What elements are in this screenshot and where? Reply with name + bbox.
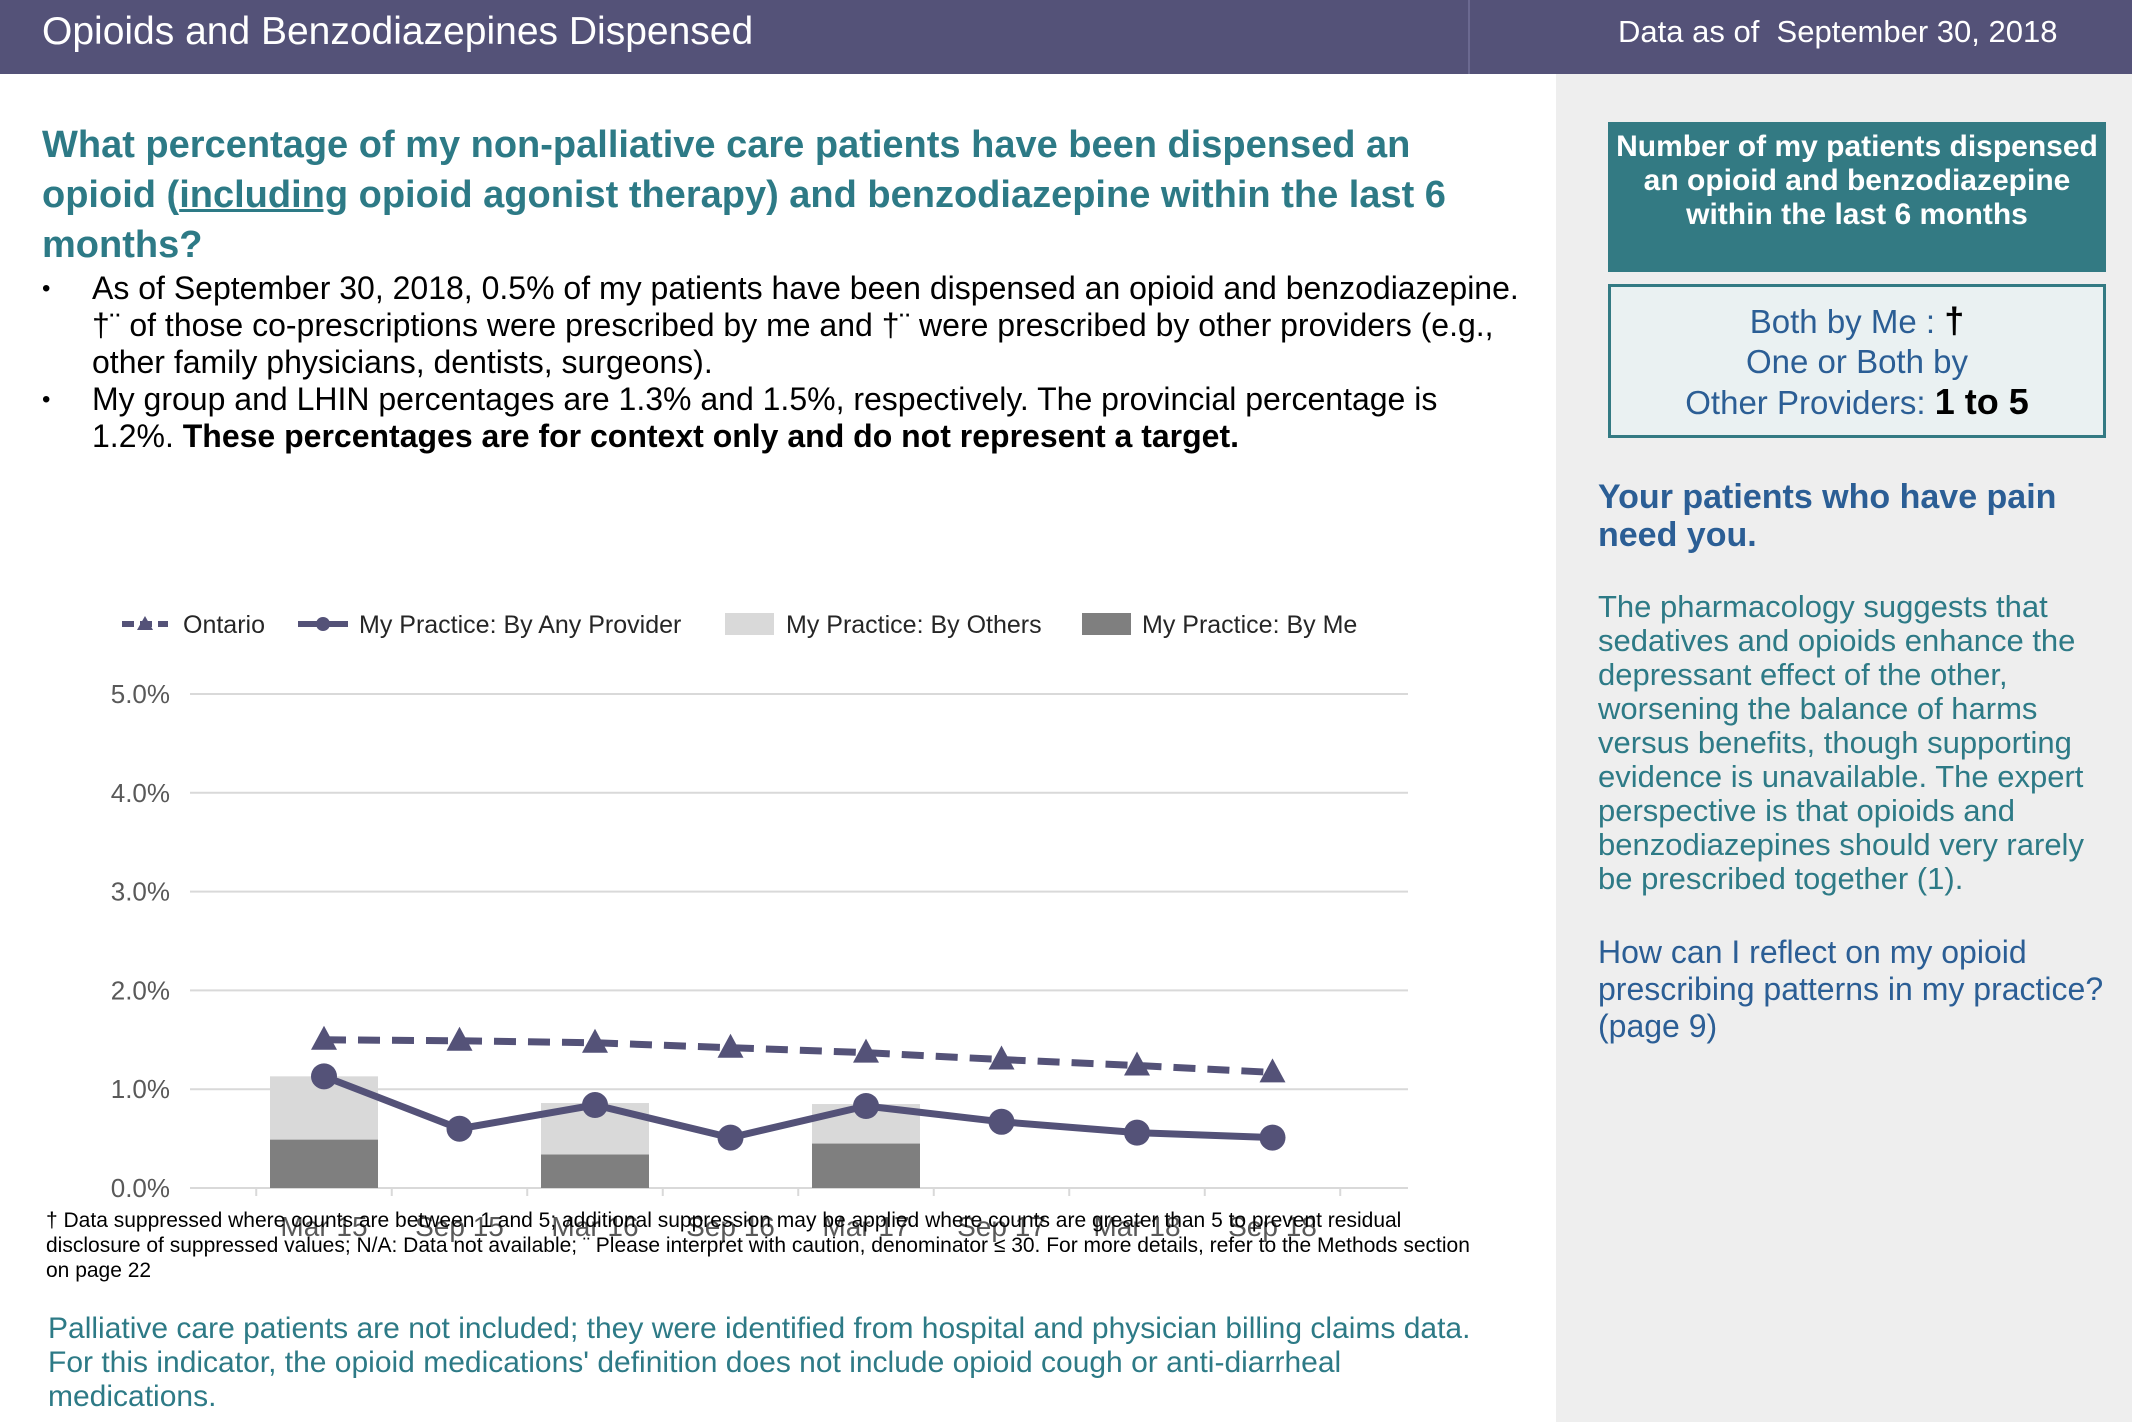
legend-by-others-label: My Practice: By Others bbox=[786, 611, 1042, 639]
legend-any-provider-label: My Practice: By Any Provider bbox=[359, 611, 681, 639]
y-tick-label: 5.0% bbox=[111, 679, 170, 709]
question-underlined-word: including bbox=[179, 174, 349, 216]
any-provider-point bbox=[446, 1115, 473, 1142]
page-title: Opioids and Benzodiazepines Dispensed bbox=[42, 10, 754, 53]
x-tick-label: Mar 16 bbox=[551, 1211, 638, 1242]
sidebar-reflect-link[interactable]: How can I reflect on my opioid prescribi… bbox=[1598, 934, 2104, 1044]
sidebar-count-heading: Number of my patients dispensed an opioi… bbox=[1608, 122, 2106, 272]
ontario-point bbox=[582, 1028, 608, 1053]
chart-container: 0.0% 1.0% 2.0% 3.0% 4.0% 5.0% Mar 15 Sep 15 Mar … bbox=[0, 514, 1556, 1274]
main-content: What percentage of my non-palliative car… bbox=[0, 74, 1556, 1422]
any-provider-point bbox=[988, 1108, 1015, 1135]
question-text-pre: What percentage of my non-palliative car… bbox=[42, 124, 1411, 216]
any-provider-point bbox=[717, 1124, 744, 1151]
other-providers-label-2: Other Providers: bbox=[1685, 384, 1935, 421]
x-tick-label: Sep 15 bbox=[415, 1211, 504, 1242]
ontario-line bbox=[323, 1036, 1273, 1076]
ontario-point bbox=[988, 1045, 1015, 1070]
any-provider-point bbox=[582, 1092, 608, 1119]
legend-any-provider-marker bbox=[316, 617, 330, 631]
page-header: Opioids and Benzodiazepines Dispensed Da… bbox=[0, 0, 2132, 74]
y-tick-label: 4.0% bbox=[111, 778, 170, 808]
summary-bullets: As of September 30, 2018, 0.5% of my pat… bbox=[42, 270, 1522, 455]
footnote: † Data suppressed where counts are betwe… bbox=[46, 1209, 1470, 1282]
ontario-point bbox=[853, 1038, 879, 1063]
palliative-note: Palliative care patients are not include… bbox=[48, 1312, 1471, 1413]
sidebar: Number of my patients dispensed an opioi… bbox=[1556, 74, 2132, 1422]
legend-by-me-swatch bbox=[1082, 613, 1131, 635]
x-tick-label: Mar 18 bbox=[1093, 1211, 1180, 1242]
ontario-point bbox=[1124, 1051, 1150, 1076]
any-provider-point bbox=[1124, 1119, 1150, 1146]
sidebar-pharmacology-text: The pharmacology suggests that sedatives… bbox=[1598, 589, 2084, 896]
legend-by-me-label: My Practice: By Me bbox=[1142, 611, 1357, 639]
bar-by-me bbox=[812, 1143, 920, 1188]
indicator-question: What percentage of my non-palliative car… bbox=[42, 120, 1522, 270]
ontario-point bbox=[311, 1025, 337, 1050]
x-tick-label: Sep 18 bbox=[1228, 1211, 1317, 1242]
sidebar-count-box: Both by Me : † One or Both by Other Prov… bbox=[1608, 284, 2106, 438]
x-tick-label: Mar 17 bbox=[822, 1211, 909, 1242]
both-by-me-label: Both by Me : bbox=[1749, 303, 1945, 340]
any-provider-point bbox=[853, 1092, 879, 1119]
any-provider-point bbox=[1259, 1124, 1286, 1151]
ontario-point bbox=[717, 1033, 744, 1058]
both-by-me-value: † bbox=[1944, 300, 1965, 341]
bullet-2-bold-text: These percentages are for context only a… bbox=[182, 418, 1239, 454]
summary-bullet-2: My group and LHIN percentages are 1.3% a… bbox=[42, 381, 1522, 455]
question-text-post: opioid agonist therapy) and benzodiazepi… bbox=[42, 174, 1446, 266]
y-tick-label: 3.0% bbox=[111, 877, 170, 907]
bullet-2-text: My group and LHIN percentages are 1.3% a… bbox=[92, 381, 1438, 454]
y-tick-label: 0.0% bbox=[111, 1173, 170, 1203]
data-as-of: Data as of September 30, 2018 bbox=[1618, 14, 2057, 50]
bullet-1-text: As of September 30, 2018, 0.5% of my pat… bbox=[92, 270, 1519, 380]
other-providers-value: 1 to 5 bbox=[1934, 381, 2029, 422]
ontario-point bbox=[1259, 1058, 1286, 1083]
any-provider-point bbox=[311, 1063, 337, 1090]
legend-ontario-marker bbox=[137, 616, 153, 630]
sidebar-pain-title: Your patients who have pain need you. bbox=[1598, 478, 2057, 554]
data-as-of-date: September 30, 2018 bbox=[1776, 14, 2058, 49]
summary-bullet-1: As of September 30, 2018, 0.5% of my pat… bbox=[42, 270, 1522, 381]
legend-ontario-label: Ontario bbox=[183, 611, 265, 639]
y-tick-label: 1.0% bbox=[111, 1074, 170, 1104]
header-divider bbox=[1468, 0, 1470, 74]
other-providers-row: Other Providers: 1 to 5 bbox=[1611, 382, 2103, 423]
legend-by-others-swatch bbox=[725, 613, 774, 635]
x-tick-label: Sep 17 bbox=[957, 1211, 1046, 1242]
bar-by-me bbox=[541, 1154, 649, 1188]
x-tick-label: Sep 16 bbox=[686, 1211, 775, 1242]
any-provider-line bbox=[322, 1073, 1273, 1142]
data-as-of-label: Data as of bbox=[1618, 14, 1760, 49]
both-by-me-row: Both by Me : † bbox=[1611, 301, 2103, 342]
trend-chart: 0.0% 1.0% 2.0% 3.0% 4.0% 5.0% Mar 15 Sep 15 Mar … bbox=[111, 611, 1408, 1242]
x-tick-label: Mar 15 bbox=[280, 1211, 367, 1242]
bar-by-me bbox=[270, 1139, 378, 1188]
ontario-point bbox=[446, 1026, 473, 1051]
y-tick-label: 2.0% bbox=[111, 975, 170, 1005]
other-providers-label-1: One or Both by bbox=[1746, 343, 1968, 380]
